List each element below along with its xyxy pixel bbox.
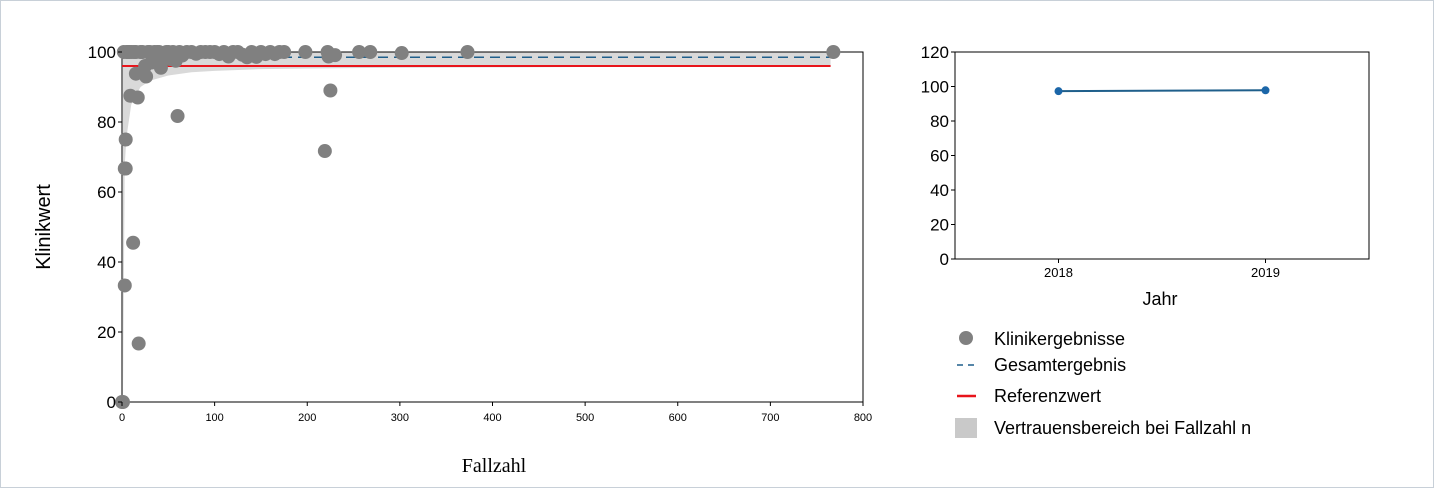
x-tick-label: 200 (298, 412, 316, 424)
trend-plot: 2018 2019 0 20 40 60 80 100 120 Jahr (921, 43, 1370, 309)
data-point (130, 90, 145, 105)
trend-y-tick-label: 120 (921, 43, 949, 62)
trend-x-tick-label: 2019 (1251, 265, 1280, 280)
legend-symbol-points (959, 331, 973, 345)
trend-x-axis-label: Jahr (1142, 289, 1177, 309)
data-point (117, 278, 132, 293)
trend-y-tick-label: 40 (930, 181, 949, 200)
data-point (323, 83, 338, 98)
data-point (118, 161, 133, 176)
x-tick-label: 0 (119, 412, 125, 424)
trend-y-tick-label: 0 (940, 250, 949, 269)
data-point (118, 132, 133, 147)
data-point (460, 45, 475, 59)
trend-x-tick-label: 2018 (1044, 265, 1073, 280)
data-point (328, 48, 343, 63)
legend-label-referenz: Referenzwert (994, 386, 1101, 406)
x-tick-label: 100 (205, 412, 223, 424)
trend-x-axis-ticks: 2018 2019 (1044, 259, 1280, 280)
legend-label-points: Klinikergebnisse (994, 329, 1125, 349)
data-point (352, 45, 367, 59)
legend-symbol-band (955, 418, 977, 438)
legend-label-gesamt: Gesamtergebnis (994, 355, 1126, 375)
scatter-plot: 0 100 200 300 400 500 600 700 800 0 20 40 60 80 100 F… (33, 43, 872, 477)
x-tick-label: 700 (761, 412, 779, 424)
trend-point (1261, 86, 1270, 95)
data-point (126, 235, 141, 250)
x-tick-label: 500 (576, 412, 594, 424)
confidence-band (122, 52, 831, 402)
y-tick-label: 100 (88, 43, 116, 62)
y-tick-label: 80 (97, 113, 116, 132)
data-point (394, 46, 409, 61)
trend-y-tick-label: 20 (930, 216, 949, 235)
trend-point (1054, 87, 1063, 96)
data-point (277, 45, 292, 59)
data-point (170, 109, 185, 124)
legend-label-band: Vertrauensbereich bei Fallzahl n (994, 418, 1251, 438)
y-axis-ticks: 0 20 40 60 80 100 (88, 43, 122, 412)
x-axis-ticks: 0 100 200 300 400 500 600 700 800 (119, 402, 872, 424)
y-tick-label: 20 (97, 323, 116, 342)
trend-series (1054, 86, 1270, 96)
x-tick-label: 800 (854, 412, 872, 424)
y-tick-label: 60 (97, 183, 116, 202)
y-tick-label: 0 (107, 393, 116, 412)
data-point (826, 45, 841, 59)
x-axis-label: Fallzahl (462, 455, 527, 477)
trend-line (1058, 89, 1266, 93)
trend-y-tick-label: 80 (930, 112, 949, 131)
trend-plot-box (954, 51, 1370, 260)
legend: Klinikergebnisse Gesamtergebnis Referenz… (955, 329, 1251, 438)
trend-y-tick-label: 100 (921, 78, 949, 97)
data-point (139, 69, 154, 84)
x-tick-label: 300 (391, 412, 409, 424)
x-tick-label: 600 (669, 412, 687, 424)
data-point (298, 45, 313, 59)
data-point (131, 336, 146, 351)
scatter-plot-box (121, 51, 864, 403)
y-tick-label: 40 (97, 253, 116, 272)
data-point (317, 144, 332, 159)
x-tick-label: 400 (483, 412, 501, 424)
trend-y-tick-label: 60 (930, 147, 949, 166)
data-points (115, 45, 841, 409)
confidence-band-layer (122, 52, 831, 402)
data-point (363, 45, 378, 59)
trend-y-axis-ticks: 0 20 40 60 80 100 120 (921, 43, 955, 269)
data-point (115, 395, 130, 409)
y-axis-label: Klinikwert (33, 184, 55, 270)
